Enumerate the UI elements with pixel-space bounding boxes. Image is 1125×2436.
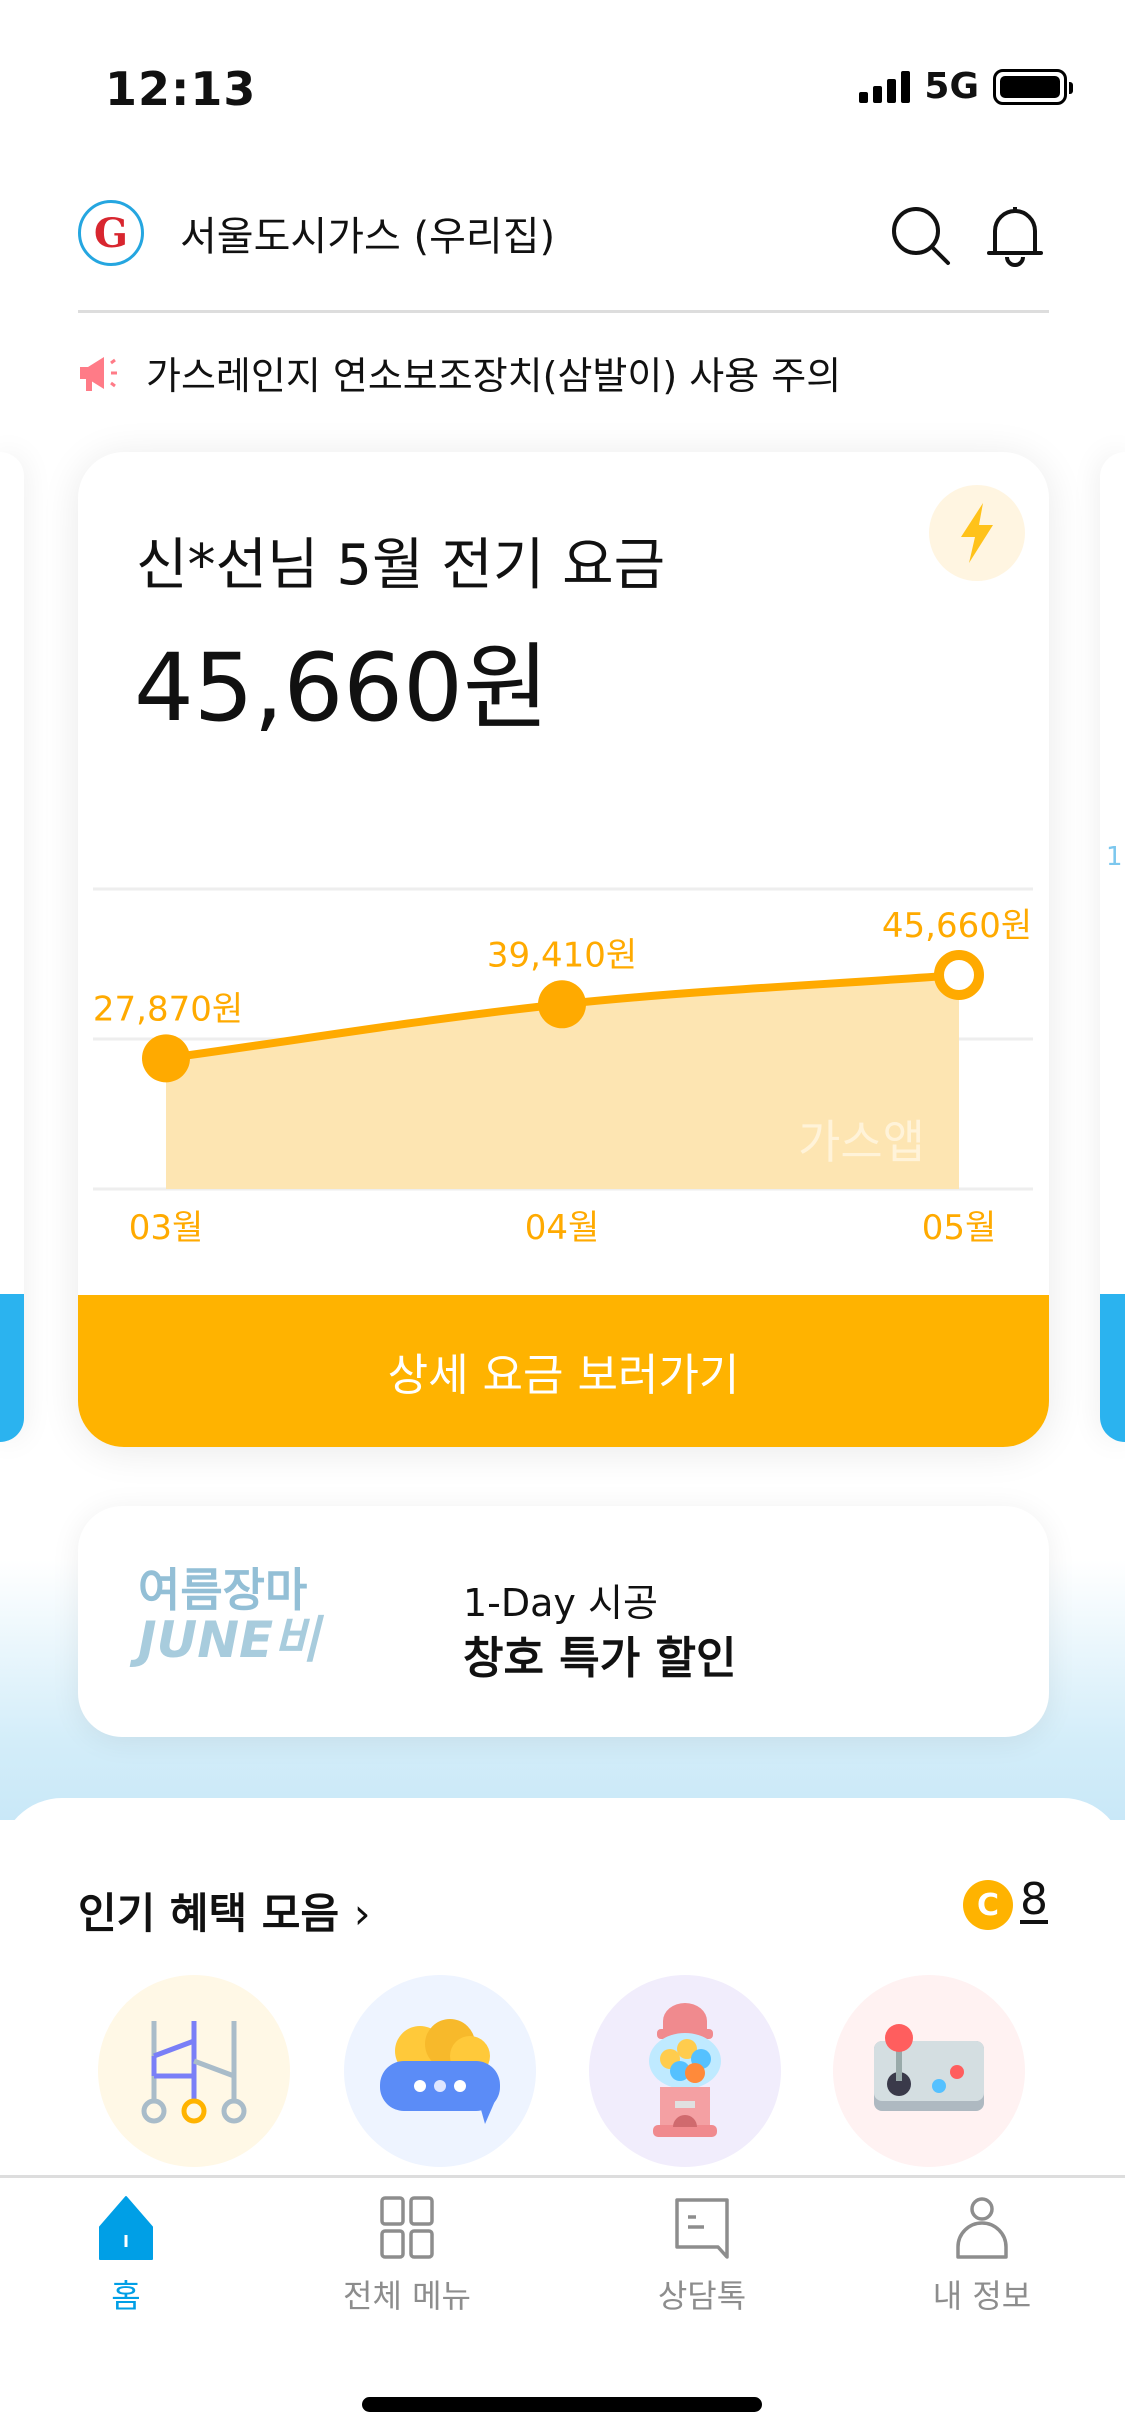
search-icon[interactable]	[888, 203, 954, 269]
chart-x-tick-label: 03월	[129, 1208, 204, 1248]
home-indicator	[362, 2397, 762, 2412]
person-icon	[956, 2197, 1008, 2259]
next-card[interactable]: 1	[1100, 452, 1125, 1442]
tab-my-info[interactable]: 내 정보	[882, 2195, 1082, 2317]
home-icon	[99, 2196, 153, 2260]
tab-label: 내 정보	[932, 2277, 1032, 2315]
chart-data-label: 39,410원	[487, 935, 637, 975]
bill-chart: 가스앱 27,870원 03월 39,410원 04월 45,660원 05월	[93, 887, 1033, 1248]
tab-label: 전체 메뉴	[343, 2277, 471, 2315]
seoul-city-gas-logo[interactable]: G	[78, 200, 144, 266]
chart-x-tick-label: 05월	[922, 1208, 997, 1248]
chat-icon	[675, 2198, 729, 2259]
chart-data-label: 45,660원	[882, 906, 1032, 946]
arcade-joystick-icon	[874, 2024, 984, 2111]
header-divider	[78, 310, 1049, 313]
benefit-arcade[interactable]	[833, 1975, 1025, 2167]
tab-all-menu[interactable]: 전체 메뉴	[307, 2195, 507, 2317]
benefit-coin-chat[interactable]	[344, 1975, 536, 2167]
previous-card[interactable]	[0, 452, 24, 1442]
app-title[interactable]: 서울도시가스 (우리집)	[180, 214, 556, 260]
coin-icon: C	[963, 1880, 1013, 1930]
network-label: 5G	[924, 66, 979, 107]
banner-title: 창호 특가 할인	[463, 1633, 737, 1684]
bill-card[interactable]: 신*선님 5월 전기 요금 45,660원 가스앱 27,870원 03월 39,4…	[78, 452, 1049, 1447]
chart-point	[934, 949, 984, 1000]
coin-count[interactable]: 8	[1020, 1874, 1048, 1925]
megaphone-icon	[80, 356, 117, 391]
next-card-button-strip	[1100, 1294, 1125, 1442]
grid-menu-icon	[380, 2196, 434, 2259]
benefit-gumball[interactable]	[589, 1975, 781, 2167]
signal-icon	[859, 70, 911, 103]
tab-home[interactable]: 홈	[26, 2195, 226, 2317]
coin-chat-icon	[380, 2019, 500, 2124]
banner-subtitle: 1-Day 시공	[463, 1581, 658, 1625]
chevron-right-icon: ›	[353, 1889, 371, 1938]
benefits-title-link[interactable]: 인기 혜택 모음 ›	[78, 1889, 371, 1938]
benefit-ladder-game[interactable]	[98, 1975, 290, 2167]
tab-label: 홈	[111, 2277, 141, 2315]
tab-chat[interactable]: 상담톡	[602, 2195, 802, 2317]
chart-data-label: 27,870원	[93, 989, 243, 1029]
bell-icon[interactable]	[983, 203, 1047, 269]
battery-icon	[993, 68, 1073, 105]
chart-point	[142, 1034, 190, 1083]
lightning-icon	[929, 485, 1025, 581]
ladder-game-icon	[141, 2021, 247, 2124]
tab-label: 상담톡	[657, 2277, 747, 2315]
bill-amount: 45,660원	[134, 634, 550, 743]
chart-area-fill	[166, 974, 959, 1189]
chart-watermark: 가스앱	[798, 1115, 925, 1169]
status-time: 12:13	[105, 62, 257, 116]
chart-x-tick-label: 04월	[525, 1208, 600, 1248]
notice-text: 가스레인지 연소보조장치(삼발이) 사용 주의	[146, 354, 842, 398]
previous-card-button-strip	[0, 1294, 24, 1442]
detail-bill-button[interactable]: 상세 요금 보러가기	[78, 1295, 1049, 1447]
chart-point	[538, 980, 586, 1029]
bill-title: 신*선님 5월 전기 요금	[136, 533, 666, 598]
status-indicators: 5G	[859, 66, 1073, 107]
promo-banner[interactable]: 여름장마 JUNE비 1-Day 시공 창호 특가 할인	[78, 1506, 1049, 1737]
gumball-machine-icon	[649, 2003, 721, 2137]
header: G 서울도시가스 (우리집)	[78, 195, 1049, 271]
tab-bar-divider	[0, 2175, 1125, 2178]
banner-artwork: 여름장마 JUNE비	[138, 1563, 320, 1670]
next-card-peek-text: 1	[1106, 842, 1123, 872]
notice-bar[interactable]: 가스레인지 연소보조장치(삼발이) 사용 주의	[78, 345, 841, 400]
